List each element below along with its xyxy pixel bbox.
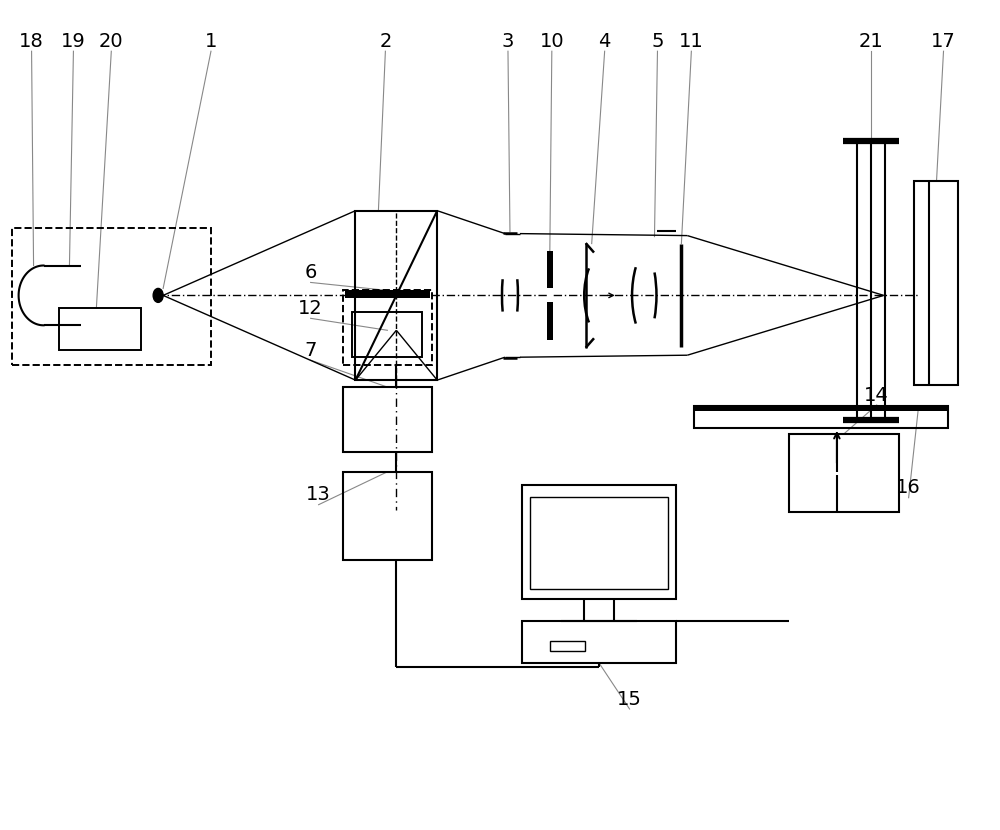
Text: 18: 18 [19,32,44,51]
Bar [352,312,422,357]
Bar [550,642,585,652]
Bar [343,387,432,452]
Bar [12,227,211,365]
Bar [547,251,553,340]
Bar [343,471,432,559]
Bar [522,485,676,599]
Bar [694,406,948,411]
Text: 4: 4 [598,32,611,51]
Bar [343,290,432,365]
Text: 13: 13 [306,486,331,505]
Text: 6: 6 [304,263,317,282]
Text: 1: 1 [205,32,217,51]
Text: 11: 11 [679,32,704,51]
Text: 12: 12 [298,299,323,318]
Text: 3: 3 [502,32,514,51]
Bar [789,434,899,511]
Bar [345,290,430,299]
Text: 5: 5 [651,32,664,51]
Text: 14: 14 [864,386,889,404]
Bar [355,211,437,380]
Text: 2: 2 [379,32,392,51]
Bar [530,496,668,589]
Bar [694,406,948,428]
Text: 16: 16 [896,478,921,497]
Bar [914,181,958,385]
Text: 10: 10 [540,32,564,51]
Text: 7: 7 [304,341,317,359]
Bar [59,309,141,350]
Text: 15: 15 [617,690,642,709]
Ellipse shape [153,289,163,302]
Text: 21: 21 [858,32,883,51]
Text: 17: 17 [931,32,956,51]
Text: 19: 19 [61,32,86,51]
Bar [547,289,553,302]
Text: 20: 20 [99,32,124,51]
Bar [522,622,676,663]
